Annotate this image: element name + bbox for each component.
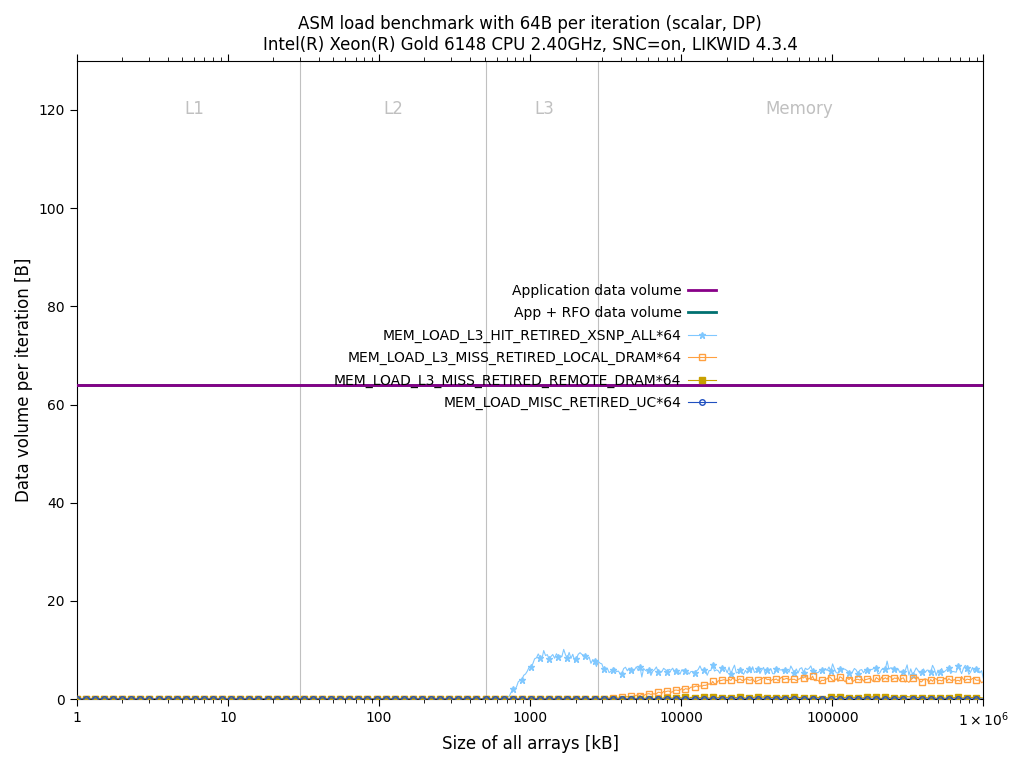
MEM_LOAD_L3_MISS_RETIRED_REMOTE_DRAM*64 — [977, 694, 989, 703]
MEM_LOAD_L3_MISS_RETIRED_LOCAL_DRAM*64 — [977, 677, 989, 687]
Text: Memory: Memory — [765, 100, 833, 118]
Text: L2: L2 — [384, 100, 403, 118]
MEM_LOAD_L3_HIT_RETIRED_XSNP_ALL*64 — [612, 667, 625, 676]
Line: MEM_LOAD_L3_HIT_RETIRED_XSNP_ALL*64: MEM_LOAD_L3_HIT_RETIRED_XSNP_ALL*64 — [74, 646, 987, 703]
MEM_LOAD_MISC_RETIRED_UC*64 — [817, 694, 829, 703]
MEM_LOAD_MISC_RETIRED_UC*64 — [613, 694, 626, 703]
MEM_LOAD_L3_HIT_RETIRED_XSNP_ALL*64 — [977, 674, 989, 683]
Y-axis label: Data volume per iteration [B]: Data volume per iteration [B] — [15, 258, 33, 502]
Application data volume — [814, 380, 826, 389]
MEM_LOAD_MISC_RETIRED_UC*64 — [73, 694, 85, 703]
MEM_LOAD_L3_MISS_RETIRED_LOCAL_DRAM*64 — [501, 694, 513, 703]
MEM_LOAD_L3_HIT_RETIRED_XSNP_ALL*64 — [71, 694, 83, 703]
MEM_LOAD_L3_MISS_RETIRED_LOCAL_DRAM*64 — [815, 676, 827, 685]
App + RFO data volume — [955, 380, 968, 389]
Application data volume — [507, 380, 519, 389]
MEM_LOAD_L3_MISS_RETIRED_REMOTE_DRAM*64 — [610, 694, 623, 703]
MEM_LOAD_L3_MISS_RETIRED_LOCAL_DRAM*64 — [71, 694, 83, 703]
MEM_LOAD_L3_MISS_RETIRED_REMOTE_DRAM*64 — [959, 692, 972, 701]
Text: L1: L1 — [184, 100, 204, 118]
MEM_LOAD_MISC_RETIRED_UC*64 — [505, 694, 517, 703]
Text: L3: L3 — [535, 100, 555, 118]
MEM_LOAD_L3_HIT_RETIRED_XSNP_ALL*64 — [957, 664, 970, 673]
Application data volume — [561, 380, 573, 389]
MEM_LOAD_L3_MISS_RETIRED_REMOTE_DRAM*64 — [71, 694, 83, 703]
MEM_LOAD_L3_MISS_RETIRED_LOCAL_DRAM*64 — [807, 671, 819, 680]
MEM_LOAD_L3_MISS_RETIRED_REMOTE_DRAM*64 — [955, 693, 968, 702]
MEM_LOAD_MISC_RETIRED_UC*64 — [234, 694, 247, 703]
App + RFO data volume — [610, 380, 623, 389]
MEM_LOAD_L3_MISS_RETIRED_LOCAL_DRAM*64 — [561, 694, 573, 703]
MEM_LOAD_L3_MISS_RETIRED_LOCAL_DRAM*64 — [957, 675, 970, 684]
MEM_LOAD_L3_MISS_RETIRED_LOCAL_DRAM*64 — [507, 694, 519, 703]
MEM_LOAD_MISC_RETIRED_UC*64 — [959, 694, 972, 703]
App + RFO data volume — [71, 380, 83, 389]
MEM_LOAD_L3_HIT_RETIRED_XSNP_ALL*64 — [563, 648, 575, 657]
MEM_LOAD_MISC_RETIRED_UC*64 — [510, 694, 522, 703]
MEM_LOAD_L3_HIT_RETIRED_XSNP_ALL*64 — [501, 693, 513, 702]
Line: MEM_LOAD_L3_MISS_RETIRED_REMOTE_DRAM*64: MEM_LOAD_L3_MISS_RETIRED_REMOTE_DRAM*64 — [74, 694, 986, 702]
MEM_LOAD_L3_MISS_RETIRED_REMOTE_DRAM*64 — [507, 694, 519, 703]
App + RFO data volume — [501, 380, 513, 389]
MEM_LOAD_L3_MISS_RETIRED_REMOTE_DRAM*64 — [814, 693, 826, 702]
Line: MEM_LOAD_L3_MISS_RETIRED_LOCAL_DRAM*64: MEM_LOAD_L3_MISS_RETIRED_LOCAL_DRAM*64 — [74, 674, 986, 702]
Application data volume — [71, 380, 83, 389]
Application data volume — [610, 380, 623, 389]
MEM_LOAD_L3_HIT_RETIRED_XSNP_ALL*64 — [815, 665, 827, 674]
App + RFO data volume — [814, 380, 826, 389]
MEM_LOAD_L3_MISS_RETIRED_REMOTE_DRAM*64 — [561, 694, 573, 703]
App + RFO data volume — [507, 380, 519, 389]
Application data volume — [977, 380, 989, 389]
MEM_LOAD_MISC_RETIRED_UC*64 — [977, 694, 989, 703]
Application data volume — [955, 380, 968, 389]
MEM_LOAD_MISC_RETIRED_UC*64 — [565, 694, 578, 703]
Title: ASM load benchmark with 64B per iteration (scalar, DP)
Intel(R) Xeon(R) Gold 614: ASM load benchmark with 64B per iteratio… — [262, 15, 798, 54]
X-axis label: Size of all arrays [kB]: Size of all arrays [kB] — [441, 735, 618, 753]
Line: MEM_LOAD_MISC_RETIRED_UC*64: MEM_LOAD_MISC_RETIRED_UC*64 — [74, 696, 986, 702]
MEM_LOAD_L3_MISS_RETIRED_LOCAL_DRAM*64 — [610, 693, 623, 702]
MEM_LOAD_L3_HIT_RETIRED_XSNP_ALL*64 — [557, 645, 569, 654]
App + RFO data volume — [977, 380, 989, 389]
App + RFO data volume — [561, 380, 573, 389]
MEM_LOAD_L3_HIT_RETIRED_XSNP_ALL*64 — [507, 684, 519, 694]
Application data volume — [501, 380, 513, 389]
MEM_LOAD_MISC_RETIRED_UC*64 — [71, 694, 83, 703]
Legend: Application data volume, App + RFO data volume, MEM_LOAD_L3_HIT_RETIRED_XSNP_ALL: Application data volume, App + RFO data … — [329, 279, 722, 415]
MEM_LOAD_L3_MISS_RETIRED_REMOTE_DRAM*64 — [501, 694, 513, 703]
